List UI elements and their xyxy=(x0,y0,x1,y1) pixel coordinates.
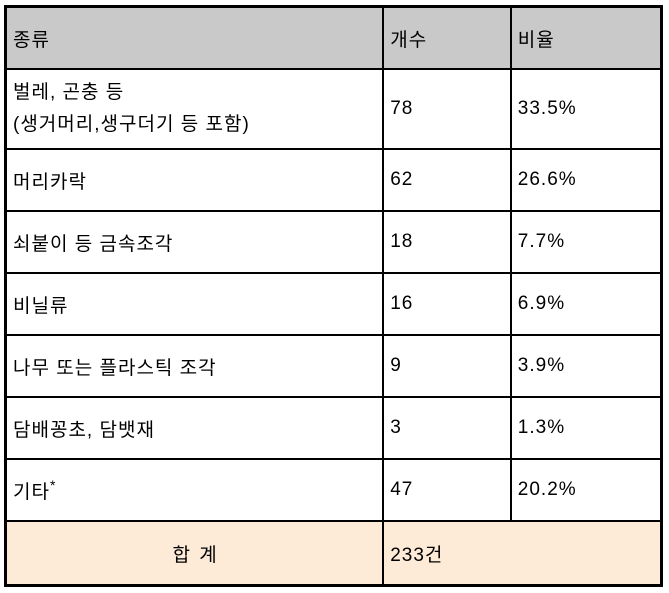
foreign-substance-table: 종류 개수 비율 벌레, 곤충 등 (생거머리,생구더기 등 포함) 78 33… xyxy=(4,5,663,587)
table-row: 기타* 47 20.2% xyxy=(4,458,663,522)
type-line-2: (생거머리,생구더기 등 포함) xyxy=(13,114,250,135)
type-cell: 머리카락 xyxy=(4,148,385,212)
type-text: 기타 xyxy=(13,481,50,503)
type-line-1: 벌레, 곤충 등 xyxy=(13,82,125,103)
table-row: 머리카락 62 26.6% xyxy=(4,148,663,212)
type-cell: 비닐류 xyxy=(4,272,385,336)
ratio-cell: 26.6% xyxy=(509,148,663,212)
count-cell: 62 xyxy=(382,148,512,212)
type-cell: 쇠붙이 등 금속조각 xyxy=(4,210,385,274)
ratio-cell: 33.5% xyxy=(509,68,663,150)
count-cell: 47 xyxy=(382,458,512,522)
table-row: 담배꽁초, 담뱃재 3 1.3% xyxy=(4,396,663,460)
table-row: 비닐류 16 6.9% xyxy=(4,272,663,336)
ratio-cell: 20.2% xyxy=(509,458,663,522)
ratio-cell: 1.3% xyxy=(509,396,663,460)
ratio-cell: 3.9% xyxy=(509,334,663,398)
type-cell: 벌레, 곤충 등 (생거머리,생구더기 등 포함) xyxy=(4,68,385,150)
table-row: 쇠붙이 등 금속조각 18 7.7% xyxy=(4,210,663,274)
total-row: 합 계 233건 xyxy=(4,520,663,587)
count-cell: 16 xyxy=(382,272,512,336)
ratio-cell: 6.9% xyxy=(509,272,663,336)
table-row: 벌레, 곤충 등 (생거머리,생구더기 등 포함) 78 33.5% xyxy=(4,68,663,150)
total-value: 233건 xyxy=(382,520,663,587)
column-header-ratio: 비율 xyxy=(509,5,663,70)
footnote-asterisk: * xyxy=(49,476,56,493)
column-header-count: 개수 xyxy=(382,5,512,70)
table-row: 나무 또는 플라스틱 조각 9 3.9% xyxy=(4,334,663,398)
total-label: 합 계 xyxy=(4,520,385,587)
count-cell: 78 xyxy=(382,68,512,150)
column-header-type: 종류 xyxy=(4,5,385,70)
type-cell: 나무 또는 플라스틱 조각 xyxy=(4,334,385,398)
type-cell: 기타* xyxy=(4,458,385,522)
count-cell: 3 xyxy=(382,396,512,460)
count-cell: 9 xyxy=(382,334,512,398)
count-cell: 18 xyxy=(382,210,512,274)
header-row: 종류 개수 비율 xyxy=(4,5,663,70)
ratio-cell: 7.7% xyxy=(509,210,663,274)
type-cell: 담배꽁초, 담뱃재 xyxy=(4,396,385,460)
